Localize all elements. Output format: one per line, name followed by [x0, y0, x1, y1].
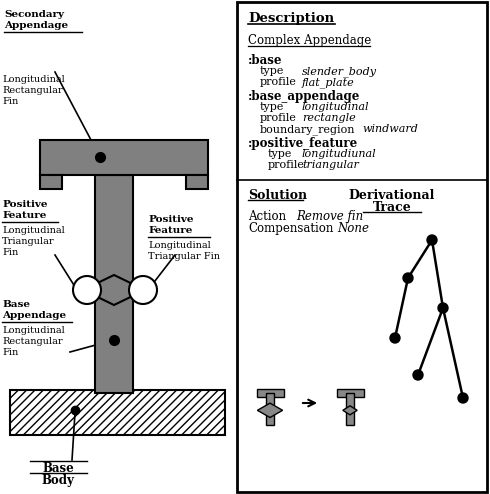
Circle shape [427, 235, 437, 245]
Circle shape [458, 393, 468, 403]
Text: Base: Base [2, 300, 30, 309]
Text: Body: Body [42, 474, 74, 487]
Text: Longitudinal: Longitudinal [2, 326, 65, 335]
Circle shape [438, 303, 448, 313]
Text: type: type [260, 66, 284, 76]
Text: rectangle: rectangle [302, 113, 356, 123]
Text: type: type [260, 102, 284, 112]
Text: Base: Base [42, 462, 74, 475]
Bar [267, 393, 273, 424]
Text: Feature: Feature [148, 226, 193, 235]
Text: Feature: Feature [2, 211, 47, 220]
Text: Appendage: Appendage [2, 311, 66, 320]
Text: Action: Action [248, 210, 286, 223]
Text: profile: profile [260, 113, 297, 123]
Bar [237, 2, 487, 492]
Text: Description: Description [248, 12, 334, 25]
Text: slender_body: slender_body [302, 66, 377, 77]
Text: Longitudinal: Longitudinal [2, 75, 65, 84]
Bar [337, 389, 364, 397]
Circle shape [403, 273, 413, 283]
Text: Longitudinal: Longitudinal [148, 241, 211, 250]
Text: :positive_feature: :positive_feature [248, 137, 358, 150]
Bar [40, 175, 62, 189]
Text: Fin: Fin [2, 348, 18, 357]
Text: Triangular: Triangular [2, 237, 54, 246]
Text: profile: profile [268, 160, 305, 170]
Text: Compensation: Compensation [248, 222, 333, 235]
Bar [346, 393, 354, 424]
Text: Complex Appendage: Complex Appendage [248, 34, 371, 47]
Text: profile: profile [260, 77, 297, 87]
Text: Secondary: Secondary [4, 10, 64, 19]
Text: longitudiunal: longitudiunal [302, 149, 377, 159]
Text: Triangular Fin: Triangular Fin [148, 252, 220, 261]
Text: Positive: Positive [2, 200, 48, 209]
Text: Fin: Fin [2, 248, 18, 257]
Bar [10, 390, 225, 435]
Text: boundary_region: boundary_region [260, 124, 356, 135]
Circle shape [413, 370, 423, 380]
Text: Rectangular: Rectangular [2, 86, 63, 95]
Bar [40, 140, 208, 175]
Text: :base: :base [248, 54, 283, 67]
Text: Longitudinal: Longitudinal [2, 226, 65, 235]
Circle shape [390, 333, 400, 343]
Text: triangular: triangular [302, 160, 359, 170]
Text: Appendage: Appendage [4, 21, 68, 30]
Text: flat_plate: flat_plate [302, 77, 355, 88]
Text: longitudinal: longitudinal [302, 102, 369, 112]
Circle shape [73, 276, 101, 304]
Bar [186, 175, 208, 189]
Circle shape [129, 276, 157, 304]
Text: None: None [337, 222, 369, 235]
Polygon shape [83, 275, 145, 305]
Text: Rectangular: Rectangular [2, 337, 63, 346]
Text: Solution: Solution [248, 189, 307, 202]
Text: type: type [268, 149, 293, 159]
Polygon shape [343, 406, 357, 415]
Bar [256, 389, 284, 397]
Text: Fin: Fin [2, 97, 18, 106]
Bar [95, 175, 133, 393]
Text: :base_appendage: :base_appendage [248, 90, 360, 103]
Text: Positive: Positive [148, 215, 194, 224]
Text: Remove fin: Remove fin [296, 210, 363, 223]
Polygon shape [257, 403, 283, 417]
Text: windward: windward [362, 124, 418, 134]
Text: Derivational: Derivational [349, 189, 435, 202]
Text: Trace: Trace [372, 201, 412, 214]
